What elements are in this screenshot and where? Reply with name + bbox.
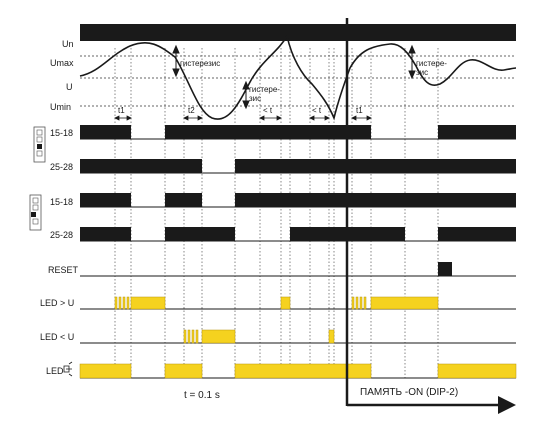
memory-on-marker <box>345 18 516 414</box>
dip-switch-icon-1 <box>33 126 46 163</box>
row-ch1-15-18 <box>80 125 516 140</box>
hysteresis-lower-label-line2: зис <box>249 94 261 103</box>
label-un: Un <box>62 39 74 49</box>
supply-indicator-icon <box>63 361 73 377</box>
label-reset: RESET <box>48 265 79 275</box>
hysteresis-lower-label: гистере- зис <box>249 85 282 103</box>
hysteresis-right-label: гистере- зис <box>416 59 449 77</box>
hysteresis-right-label-line2: зис <box>416 68 428 77</box>
supply-voltage-bar <box>80 24 516 41</box>
t1-left-label: t1 <box>118 106 125 115</box>
label-ch1-15-18: 15-18 <box>50 128 73 138</box>
label-ch2-15-18: 15-18 <box>50 197 73 207</box>
less-than-t-label-1: < t <box>263 106 273 115</box>
row-ch2-15-18 <box>80 193 516 208</box>
row-led-supply <box>79 363 517 379</box>
row-reset <box>80 262 516 277</box>
label-umin: Umin <box>50 102 71 112</box>
voltage-curve <box>79 33 517 121</box>
label-umax: Umax <box>50 58 74 68</box>
time-note: t = 0.1 s <box>184 390 220 401</box>
time-marker-lines <box>114 48 439 378</box>
row-led-under <box>80 329 516 344</box>
hysteresis-lower-label-line1: гистере- <box>249 85 280 94</box>
label-led-supply: LED <box>46 366 64 376</box>
hysteresis-main-label: гистерезис <box>180 59 220 68</box>
memory-on-label: ПАМЯТЬ -ON (DIP-2) <box>360 387 458 398</box>
row-ch1-25-28 <box>80 159 516 174</box>
label-led-over: LED > U <box>40 298 74 308</box>
interval-arrows <box>114 115 372 121</box>
label-ch2-25-28: 25-28 <box>50 230 73 240</box>
hysteresis-arrow-right <box>408 44 416 80</box>
hysteresis-arrow-main <box>172 44 180 78</box>
dip-switch-icon-2 <box>29 194 42 231</box>
row-ch2-25-28 <box>80 227 516 242</box>
row-led-over <box>80 296 516 310</box>
label-ch1-25-28: 25-28 <box>50 162 73 172</box>
t1-right-label: t1 <box>356 106 363 115</box>
t2-label: t2 <box>188 106 195 115</box>
less-than-t-label-2: < t <box>312 106 322 115</box>
label-u: U <box>66 82 73 92</box>
hysteresis-arrow-lower <box>242 80 250 110</box>
label-led-under: LED < U <box>40 332 74 342</box>
hysteresis-right-label-line1: гистере- <box>416 59 447 68</box>
